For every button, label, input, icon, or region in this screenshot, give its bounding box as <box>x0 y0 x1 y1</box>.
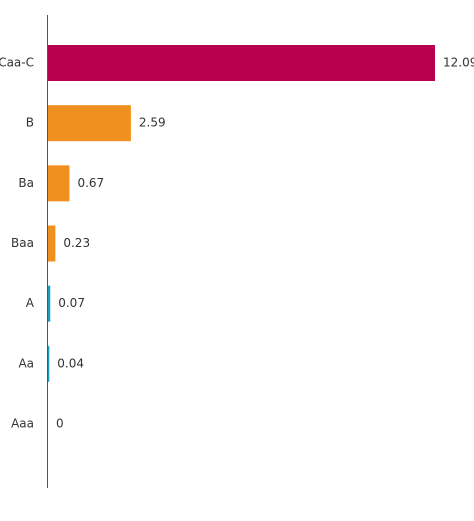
y-tick-label: A <box>26 296 35 310</box>
bar <box>48 165 70 202</box>
value-label: 12.09 <box>443 56 474 70</box>
bar <box>48 45 435 81</box>
value-label: 2.59 <box>139 116 166 130</box>
value-label: 0.23 <box>63 236 90 250</box>
bar <box>48 285 51 322</box>
value-label: 0.07 <box>58 296 85 310</box>
bar <box>48 345 50 382</box>
y-tick-label: B <box>26 116 34 130</box>
y-tick-label: Aaa <box>11 417 34 431</box>
y-tick-label: Ba <box>18 176 34 190</box>
value-label: 0 <box>56 417 64 431</box>
y-tick-label: Baa <box>11 236 34 250</box>
value-label: 0.67 <box>77 176 104 190</box>
bar <box>48 105 131 142</box>
y-tick-label: Aa <box>18 356 34 370</box>
y-tick-label: Caa-C <box>0 56 34 70</box>
bar <box>48 225 56 262</box>
value-label: 0.04 <box>57 356 84 370</box>
